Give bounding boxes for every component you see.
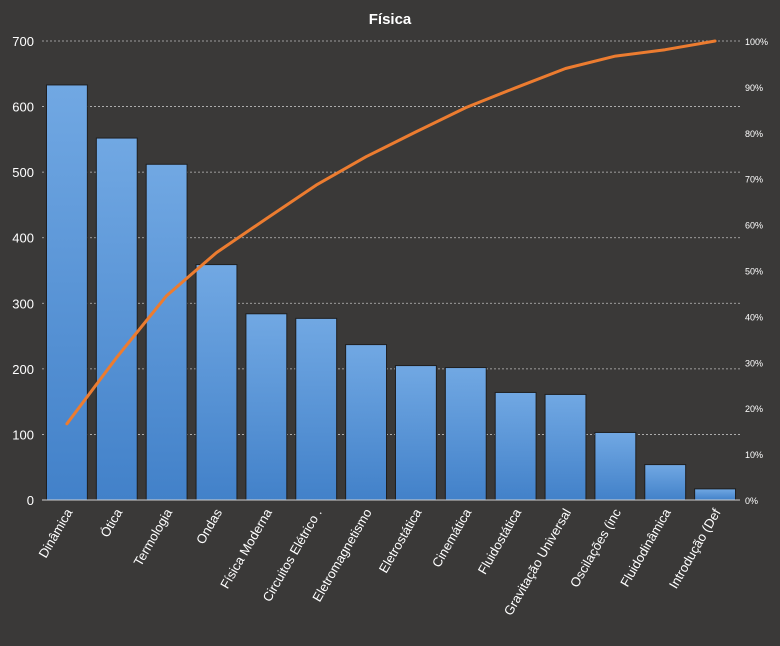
x-tick-label: Fluidodinâmica xyxy=(617,505,674,589)
y2-tick-label: 80% xyxy=(745,129,763,139)
y-tick-label: 600 xyxy=(12,100,34,115)
x-tick-label: Termologia xyxy=(130,505,175,568)
bar xyxy=(245,313,288,501)
bar xyxy=(444,367,487,501)
chart-title: Física xyxy=(369,11,412,28)
y2-tick-label: 0% xyxy=(745,496,758,506)
x-tick-label: Cinemática xyxy=(429,505,475,569)
y-tick-label: 500 xyxy=(12,165,34,180)
bar xyxy=(394,365,437,501)
y2-tick-label: 40% xyxy=(745,312,763,322)
y-tick-label: 100 xyxy=(12,427,34,442)
bar xyxy=(345,344,388,501)
bar xyxy=(295,317,338,501)
y-tick-label: 400 xyxy=(12,231,34,246)
x-tick-label: Ótica xyxy=(97,505,126,539)
y-tick-label: 300 xyxy=(12,296,34,311)
y2-tick-label: 20% xyxy=(745,404,763,414)
y-axis-ticks: 0 100 200 300 400 500 600 700 xyxy=(12,34,34,508)
bar xyxy=(544,393,587,501)
y2-tick-label: 90% xyxy=(745,83,763,93)
bar xyxy=(594,431,637,501)
y-tick-label: 700 xyxy=(12,34,34,49)
cumulative-percent-line xyxy=(65,39,717,426)
y2-tick-label: 60% xyxy=(745,221,763,231)
y2-tick-label: 100% xyxy=(745,37,768,47)
bar xyxy=(195,264,238,501)
y2-tick-label: 30% xyxy=(745,358,763,368)
x-tick-label: Eletrostática xyxy=(376,505,425,575)
y-tick-label: 0 xyxy=(27,493,34,508)
bar xyxy=(145,163,188,501)
y-tick-label: 200 xyxy=(12,362,34,377)
x-tick-label: Dinâmica xyxy=(35,505,75,560)
y2-tick-label: 50% xyxy=(745,267,763,277)
y2-axis-ticks: 0% 10% 20% 30% 40% 50% 60% 70% 80% 90% 100% xyxy=(745,37,768,506)
x-tick-label: Introdução (Def xyxy=(666,506,724,591)
x-tick-label: Ondas xyxy=(193,506,225,547)
x-tick-label: Oscilações (inc xyxy=(567,506,624,590)
x-tick-label: Física Moderna xyxy=(217,505,275,591)
cumulative-line xyxy=(65,39,717,426)
bar xyxy=(45,84,88,501)
y2-tick-label: 70% xyxy=(745,175,763,185)
bar xyxy=(694,488,737,501)
bar xyxy=(95,137,138,501)
x-tick-label: Fluidostática xyxy=(475,505,525,576)
bar xyxy=(644,464,687,501)
bar xyxy=(494,391,537,501)
y2-tick-label: 10% xyxy=(745,450,763,460)
bars xyxy=(45,84,737,501)
